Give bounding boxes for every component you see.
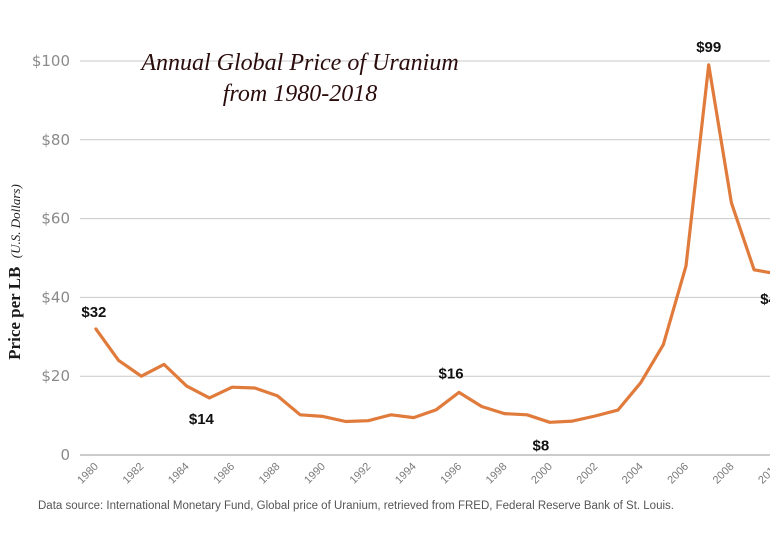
chart-title-line-2: from 1980-2018 — [223, 81, 377, 107]
data-point-1981 — [117, 359, 120, 362]
x-tick-label-1998: 1998 — [484, 461, 510, 487]
x-tick-label-2002: 2002 — [575, 461, 601, 487]
series-line-0 — [94, 63, 770, 424]
data-point-2000 — [548, 421, 551, 424]
x-tick-label-1986: 1986 — [211, 461, 237, 487]
x-tick-label-1988: 1988 — [257, 461, 283, 487]
y-tick-label-0: 0 — [60, 446, 70, 464]
data-label-1: $14 — [189, 411, 215, 428]
data-point-2005 — [662, 343, 665, 346]
y-axis-label-sub: (U.S. Dollars) — [8, 184, 23, 258]
data-label-2: $16 — [439, 365, 464, 382]
y-tick-label-60: $60 — [41, 210, 70, 228]
data-point-1985 — [208, 396, 211, 400]
data-point-1993 — [389, 413, 393, 416]
x-tick-label-1984: 1984 — [166, 461, 192, 487]
data-source-note: Data source: International Monetary Fund… — [38, 500, 674, 512]
data-point-1988 — [276, 394, 279, 398]
data-point-2001 — [571, 419, 574, 423]
y-tick-label-20: $20 — [41, 367, 70, 385]
data-point-1990 — [321, 415, 325, 418]
x-tick-label-1996: 1996 — [438, 461, 464, 487]
data-label-5: $46 — [760, 291, 770, 308]
data-point-1987 — [253, 386, 256, 390]
y-tick-label-100: $100 — [32, 52, 70, 70]
data-point-1999 — [525, 413, 529, 416]
data-point-1994 — [412, 416, 415, 419]
x-tick-label-2000: 2000 — [529, 461, 555, 487]
x-tick-label-2006: 2006 — [665, 461, 691, 487]
data-point-2003 — [616, 408, 620, 412]
x-tick-label-2010: 2010 — [756, 461, 770, 487]
data-label-3: $8 — [532, 437, 549, 454]
chart-title-line-1: Annual Global Price of Uranium — [139, 50, 458, 76]
x-tick-label-1994: 1994 — [393, 461, 419, 487]
x-tick-label-2004: 2004 — [620, 461, 646, 487]
data-point-1983 — [162, 363, 166, 366]
x-tick-label-2008: 2008 — [711, 461, 737, 487]
data-point-2004 — [639, 381, 642, 385]
data-point-1997 — [480, 405, 483, 408]
data-point-1991 — [344, 420, 347, 423]
data-point-1986 — [230, 386, 234, 389]
data-point-1982 — [140, 375, 143, 378]
y-tick-label-80: $80 — [41, 131, 70, 149]
y-axis-label: Price per LB (U.S. Dollars) — [5, 184, 24, 360]
data-point-2007 — [707, 63, 710, 67]
x-axis-ticks: 1980 1982 1984 1986 1988 1990 1992 1994 1996 1998… — [75, 461, 770, 487]
data-point-1980 — [94, 327, 98, 331]
data-point-1989 — [299, 413, 302, 416]
x-tick-label-1980: 1980 — [75, 461, 101, 487]
y-tick-label-40: $40 — [41, 288, 70, 306]
x-tick-label-1992: 1992 — [348, 461, 374, 487]
grid-lines — [80, 60, 770, 456]
data-label-4: $99 — [696, 39, 721, 56]
y-axis-label-main: Price per LB — [5, 267, 24, 360]
data-point-1992 — [367, 419, 370, 422]
series-layer — [94, 63, 770, 424]
data-label-0: $32 — [81, 304, 106, 321]
data-point-2009 — [752, 268, 756, 271]
data-point-1984 — [185, 384, 188, 388]
data-point-1998 — [503, 412, 506, 415]
y-axis-ticks: 0 $20 $40 $60 $80 $100 — [32, 52, 70, 464]
x-tick-label-1990: 1990 — [302, 461, 328, 487]
data-point-1996 — [457, 391, 461, 394]
data-point-1995 — [435, 408, 438, 411]
data-point-2008 — [730, 201, 733, 204]
x-tick-label-1982: 1982 — [121, 461, 147, 487]
data-point-2002 — [594, 414, 597, 418]
data-labels: $32 $14 $16 $8 $99 $46 — [81, 39, 770, 454]
data-point-2006 — [684, 264, 688, 268]
